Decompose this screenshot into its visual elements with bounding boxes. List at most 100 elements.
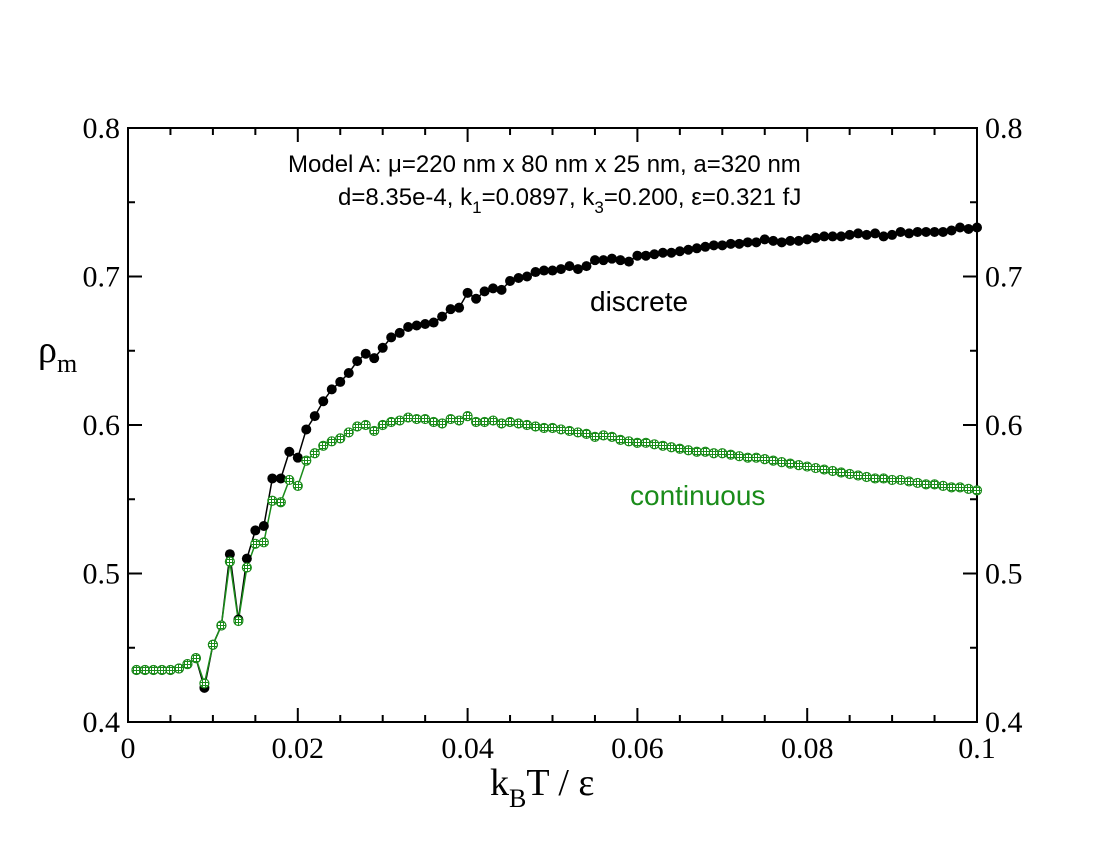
discrete-point xyxy=(955,222,966,233)
continuous-point xyxy=(241,562,252,573)
continuous-point xyxy=(759,454,770,465)
discrete-point xyxy=(284,446,295,457)
continuous-point xyxy=(971,485,983,496)
x-tick-label: 0 xyxy=(121,732,136,765)
y-tick-label-left: 0.6 xyxy=(83,409,121,442)
model-annotation-line2: d=8.35e-4, k1=0.0897, k3=0.200, ε=0.321 … xyxy=(338,184,801,217)
discrete-series-label: discrete xyxy=(590,286,688,317)
discrete-point xyxy=(963,223,974,234)
discrete-point xyxy=(921,226,932,237)
discrete-point xyxy=(768,235,779,246)
discrete-point xyxy=(649,249,660,260)
continuous-point xyxy=(691,446,702,457)
discrete-point xyxy=(250,525,261,536)
continuous-point xyxy=(878,473,889,484)
continuous-point xyxy=(156,664,168,676)
annotation-part: =0.0897, k xyxy=(482,184,596,211)
discrete-point xyxy=(929,226,940,237)
continuous-point xyxy=(470,416,482,428)
continuous-point xyxy=(683,445,694,456)
discrete-point xyxy=(377,342,388,353)
axis-tick-labels: 0 0.02 0.04 0.06 0.08 0.10.4 0.40.5 0.50.6 0.60.… xyxy=(83,112,1023,765)
x-tick-label: 0.06 xyxy=(611,732,664,765)
continuous-point xyxy=(844,468,855,480)
discrete-point xyxy=(445,304,456,315)
y-tick-label-right: 0.7 xyxy=(985,261,1023,294)
continuous-point xyxy=(946,482,957,493)
discrete-point xyxy=(836,231,847,242)
continuous-point xyxy=(793,459,804,471)
annotation-part: d=8.35e-4, k xyxy=(338,184,473,211)
continuous-point xyxy=(182,658,193,670)
continuous-point xyxy=(275,497,286,508)
continuous-point xyxy=(173,663,185,674)
discrete-point xyxy=(793,235,804,246)
continuous-point xyxy=(836,467,847,478)
continuous-point xyxy=(318,440,329,451)
discrete-point xyxy=(581,261,592,272)
x-axis-title-main: k xyxy=(490,762,509,804)
continuous-point xyxy=(301,455,312,466)
continuous-point xyxy=(708,448,719,459)
discrete-point xyxy=(972,222,982,233)
discrete-point xyxy=(717,240,728,251)
discrete-point xyxy=(539,265,550,276)
discrete-point xyxy=(437,311,448,322)
discrete-point xyxy=(318,396,329,407)
discrete-point xyxy=(895,226,906,237)
continuous-point xyxy=(394,415,405,426)
continuous-point xyxy=(207,639,218,650)
continuous-point xyxy=(819,464,830,475)
axis-ticks xyxy=(127,127,978,723)
discrete-point xyxy=(912,226,923,237)
continuous-point xyxy=(199,678,210,689)
continuous-point xyxy=(479,416,490,428)
y-tick-label-right: 0.6 xyxy=(985,409,1023,442)
continuous-point xyxy=(861,471,872,483)
continuous-series-line xyxy=(136,415,978,687)
discrete-point xyxy=(564,261,575,272)
discrete-point xyxy=(827,231,838,242)
discrete-point xyxy=(547,265,558,276)
continuous-point xyxy=(267,495,278,506)
continuous-point xyxy=(589,431,601,442)
discrete-point xyxy=(938,226,949,237)
continuous-point xyxy=(309,448,320,459)
discrete-point xyxy=(734,238,745,249)
discrete-point xyxy=(742,237,753,248)
discrete-point xyxy=(428,317,439,328)
discrete-point xyxy=(776,237,787,248)
continuous-point xyxy=(937,480,949,491)
continuous-point xyxy=(131,664,142,676)
y-tick-label-right: 0.8 xyxy=(985,112,1023,145)
discrete-point xyxy=(666,247,677,258)
continuous-point xyxy=(165,664,176,676)
discrete-point xyxy=(785,235,796,246)
continuous-point xyxy=(360,419,371,431)
continuous-point xyxy=(666,442,677,453)
discrete-point xyxy=(530,267,541,278)
discrete-point xyxy=(394,327,405,338)
continuous-point xyxy=(776,457,787,468)
discrete-point xyxy=(352,356,363,367)
continuous-point xyxy=(870,473,881,484)
continuous-point xyxy=(428,416,439,428)
continuous-point xyxy=(445,413,456,425)
continuous-point xyxy=(895,474,906,486)
discrete-point xyxy=(403,321,414,332)
continuous-point xyxy=(920,479,932,490)
x-axis-title-tail: T / ε xyxy=(526,762,594,804)
continuous-point xyxy=(674,443,685,454)
discrete-point xyxy=(258,520,269,531)
y-tick-label-left: 0.7 xyxy=(83,261,121,294)
continuous-point xyxy=(258,537,269,548)
discrete-point xyxy=(853,228,864,239)
continuous-point xyxy=(190,653,202,664)
y-tick-label-right: 0.4 xyxy=(985,706,1023,739)
y-tick-label-right: 0.5 xyxy=(985,558,1023,591)
discrete-point xyxy=(946,225,957,236)
continuous-point xyxy=(352,421,363,432)
discrete-point xyxy=(700,241,711,252)
continuous-point xyxy=(903,476,915,487)
x-tick-label: 0.1 xyxy=(958,732,996,765)
